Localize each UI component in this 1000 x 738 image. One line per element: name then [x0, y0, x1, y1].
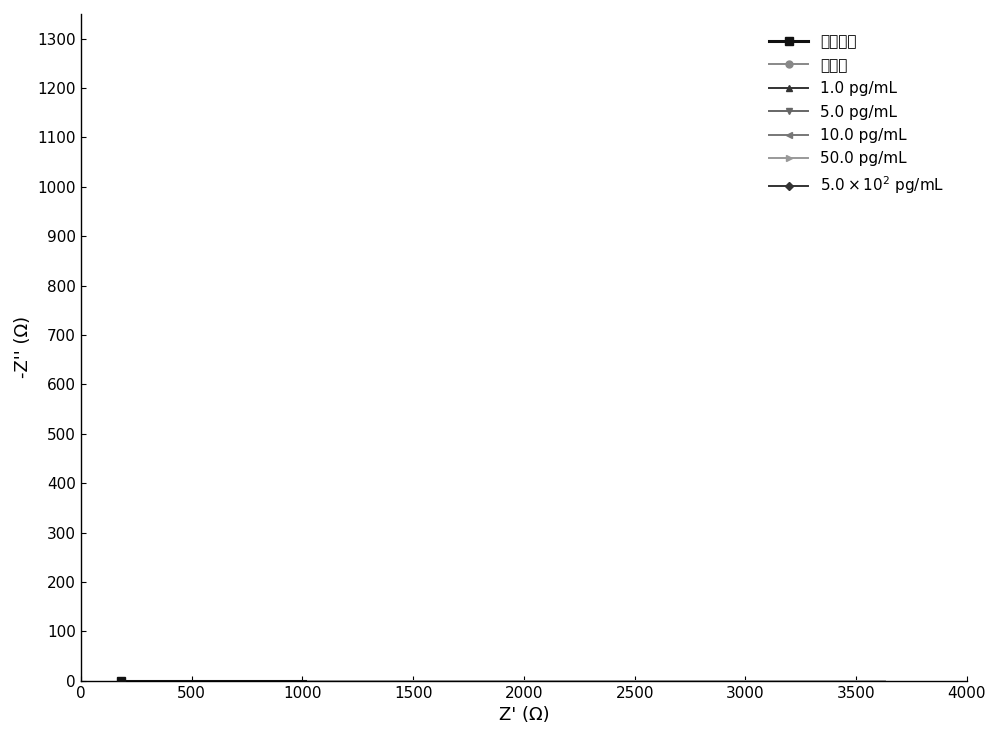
X-axis label: Z' (Ω): Z' (Ω) — [499, 706, 549, 724]
Y-axis label: -Z'' (Ω): -Z'' (Ω) — [14, 316, 32, 379]
Legend: 裸金电极, 适配体, 1.0 pg/mL, 5.0 pg/mL, 10.0 pg/mL, 50.0 pg/mL, $5.0\times10^2$ pg/mL: 裸金电极, 适配体, 1.0 pg/mL, 5.0 pg/mL, 10.0 pg… — [763, 28, 950, 202]
